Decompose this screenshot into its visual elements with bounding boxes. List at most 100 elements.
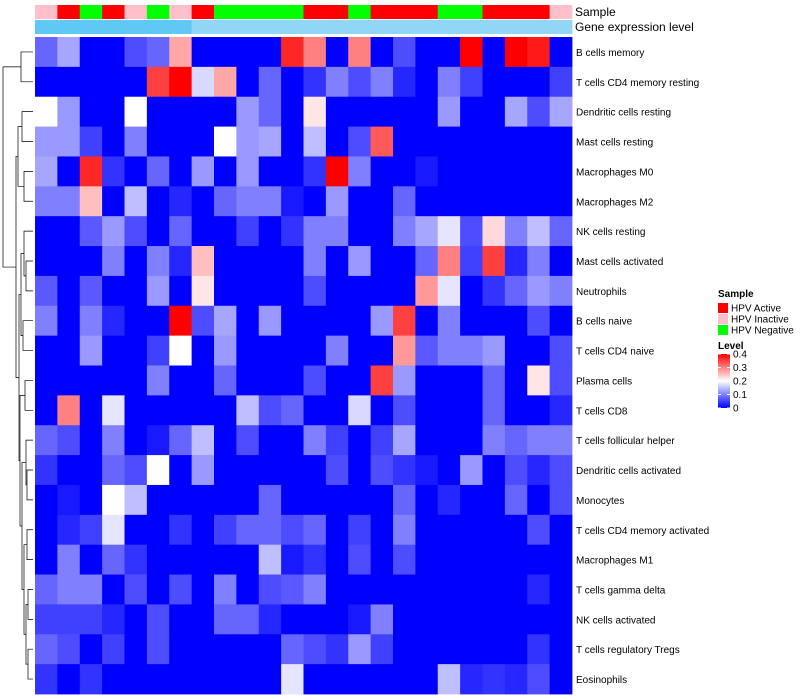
heatmap-cell (527, 544, 551, 575)
heatmap-cell (393, 484, 416, 516)
heatmap-cell (57, 66, 81, 98)
heatmap-cell (415, 604, 439, 635)
dendrogram-branch (20, 253, 24, 336)
heatmap-cell (236, 305, 260, 337)
dendrogram-branch (23, 230, 33, 277)
sample-annotation-cell (102, 5, 125, 19)
heatmap-cell (146, 335, 170, 366)
heatmap-cell (79, 634, 103, 665)
heatmap-cell (303, 425, 327, 456)
heatmap-cell (370, 275, 394, 307)
heatmap-cell (214, 604, 237, 635)
heatmap-cell (348, 425, 372, 456)
dendrogram-branch (26, 529, 33, 560)
heatmap-cell (348, 634, 372, 665)
expression-annotation-cell (437, 20, 461, 34)
heatmap-cell (102, 395, 125, 426)
heatmap-cell (370, 126, 394, 157)
heatmap-cell (236, 544, 260, 575)
heatmap-cell (191, 395, 215, 426)
heatmap-cell (482, 634, 506, 665)
heatmap-cell (325, 66, 349, 98)
heatmap-cell (527, 634, 551, 665)
heatmap-cell (146, 156, 170, 187)
heatmap-cell (169, 37, 193, 68)
heatmap-cell (370, 395, 394, 426)
heatmap-cell (124, 425, 148, 456)
heatmap-cell (549, 186, 573, 217)
heatmap-cell (415, 574, 439, 605)
row-label: Plasma cells (576, 376, 632, 387)
heatmap-cell (460, 365, 483, 396)
heatmap-cell (549, 664, 573, 695)
heatmap-cell (124, 544, 148, 575)
heatmap-cell (437, 246, 461, 277)
heatmap-cell (281, 37, 304, 68)
heatmap-cell (549, 365, 573, 396)
row-label: B cells memory (576, 48, 644, 59)
heatmap-cell (35, 126, 58, 157)
heatmap-cell (79, 604, 103, 635)
heatmap-cell (281, 216, 304, 247)
heatmap-cell (124, 604, 148, 635)
heatmap-cell (102, 455, 125, 486)
sample-annotation-cell (124, 5, 148, 19)
heatmap-cell (146, 275, 170, 307)
heatmap-cell (303, 484, 327, 516)
heatmap-cell (527, 455, 551, 486)
heatmap-cell (35, 574, 58, 605)
heatmap-cell (325, 156, 349, 187)
heatmap-cell (437, 544, 461, 575)
heatmap-cell (370, 96, 394, 127)
heatmap-cell (146, 66, 170, 98)
heatmap-cell (79, 365, 103, 396)
heatmap-cell (325, 395, 349, 426)
heatmap-cell (415, 484, 439, 516)
heatmap-cell (393, 275, 416, 307)
heatmap-cell (236, 574, 260, 605)
heatmap-cell (527, 395, 551, 426)
heatmap-cell (527, 305, 551, 337)
heatmap-cell (146, 604, 170, 635)
heatmap-cell (258, 126, 282, 157)
heatmap-cell (348, 365, 372, 396)
heatmap-cell (57, 574, 81, 605)
heatmap-cell (236, 634, 260, 665)
expression-annotation-cell (169, 20, 193, 34)
heatmap-cell (35, 514, 58, 546)
heatmap-cell (191, 544, 215, 575)
heatmap-cell (303, 335, 327, 366)
heatmap-cell (102, 664, 125, 695)
heatmap-cell (504, 664, 528, 695)
heatmap-cell (236, 66, 260, 98)
heatmap-cell (79, 246, 103, 277)
heatmap-cell (437, 96, 461, 127)
expression-annotation-cell (482, 20, 506, 34)
heatmap-cell (370, 544, 394, 575)
heatmap-cell (191, 275, 215, 307)
heatmap-cell (460, 66, 483, 98)
heatmap-cell (303, 664, 327, 695)
heatmap-cell (146, 96, 170, 127)
heatmap-cell (214, 96, 237, 127)
heatmap-cell (415, 544, 439, 575)
heatmap-cell (57, 37, 81, 68)
heatmap-cell (236, 126, 260, 157)
expression-annotation-cell (258, 20, 282, 34)
heatmap-cells (35, 37, 573, 695)
heatmap-cell (57, 246, 81, 277)
row-label: Macrophages M0 (576, 167, 654, 178)
heatmap-cell (415, 634, 439, 665)
heatmap-cell (124, 484, 148, 516)
heatmap-cell (124, 186, 148, 217)
heatmap-cell (236, 96, 260, 127)
heatmap-cell (258, 455, 282, 486)
dendrogram-branch (2, 66, 21, 268)
heatmap-cell (504, 96, 528, 127)
heatmap-cell (527, 514, 551, 546)
heatmap-cell (549, 216, 573, 247)
heatmap-cell (102, 275, 125, 307)
heatmap-cell (79, 96, 103, 127)
sample-annotation-cell (527, 5, 551, 19)
heatmap-cell (35, 37, 58, 68)
